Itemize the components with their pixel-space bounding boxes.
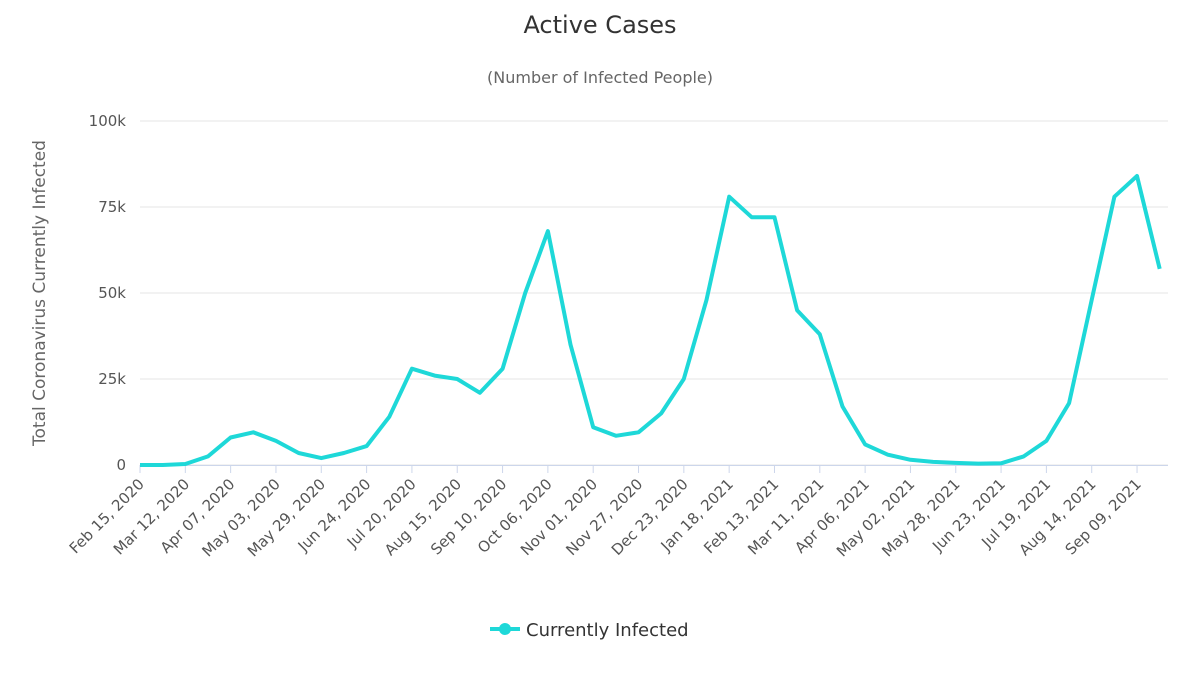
y-tick-label: 25k	[98, 370, 126, 388]
y-tick-label: 100k	[89, 112, 127, 130]
x-tick-label: May 02, 2021	[833, 475, 918, 560]
y-tick-label: 0	[116, 456, 126, 474]
legend-label: Currently Infected	[526, 620, 689, 641]
y-tick-label: 50k	[98, 284, 126, 302]
y-tick-label: 75k	[98, 198, 126, 216]
legend-swatch	[499, 623, 511, 635]
chart-title: Active Cases	[523, 11, 676, 39]
x-tick-label: May 29, 2020	[244, 475, 329, 560]
chart-subtitle: (Number of Infected People)	[487, 68, 713, 87]
y-axis-title: Total Coronavirus Currently Infected	[30, 140, 50, 447]
x-tick-label: May 28, 2021	[878, 475, 963, 560]
x-tick-label: May 03, 2020	[199, 475, 284, 560]
legend-item: Currently Infected	[490, 620, 689, 641]
data-line	[140, 174, 1162, 467]
